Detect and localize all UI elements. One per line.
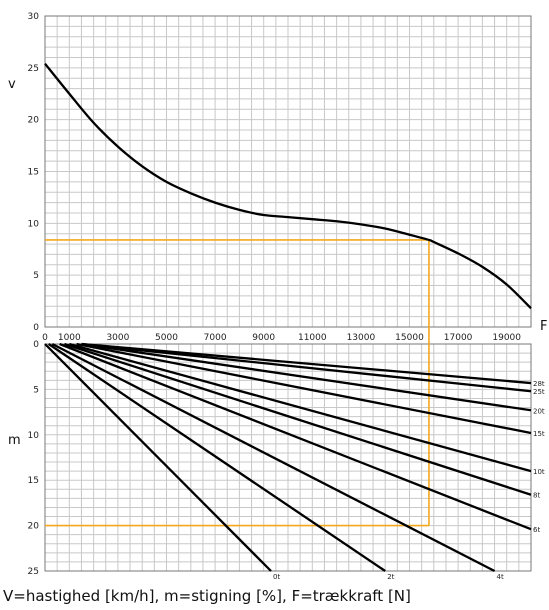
x-tick-label: 13000: [347, 333, 376, 343]
speed-curve: [44, 62, 532, 310]
top-y-tick-label: 25: [28, 64, 39, 74]
series-label-10t: 10t: [533, 468, 545, 476]
x-tick-label: 1000: [58, 333, 81, 343]
top-x-axis-title: F: [540, 319, 547, 334]
top-grid: [44, 15, 532, 328]
top-y-tick-label: 10: [28, 219, 40, 229]
bottom-y-tick-label: 25: [28, 567, 39, 577]
x-tick-label: 5000: [155, 333, 178, 343]
bottom-y-tick-label: 15: [28, 476, 39, 486]
series-line-4t: [51, 342, 496, 573]
x-tick-label: 0: [42, 333, 48, 343]
series-label-25t: 25t: [533, 388, 545, 396]
series-line-28t: [81, 342, 532, 385]
x-tick-label: 9000: [252, 333, 275, 343]
series-label-2t: 2t: [387, 573, 394, 581]
series-label-15t: 15t: [533, 430, 545, 438]
series-line-0t: [44, 343, 272, 572]
bottom-y-tick-label: 20: [28, 522, 40, 532]
curves: [44, 62, 532, 573]
series-label-8t: 8t: [533, 492, 540, 500]
top-frame: [44, 15, 532, 328]
caption: V=hastighed [km/h], m=stigning [%], F=tr…: [3, 587, 411, 605]
bottom-y-tick-label: 10: [28, 431, 40, 441]
x-tick-label: 7000: [204, 333, 227, 343]
top-y-tick-label: 0: [33, 323, 39, 333]
bottom-y-tick-label: 5: [33, 385, 39, 395]
guide-lines: [45, 239, 430, 527]
x-tick-label: 11000: [298, 333, 327, 343]
bottom-y-axis-title: m: [8, 433, 21, 448]
series-label-4t: 4t: [497, 573, 504, 581]
series-line-2t: [48, 343, 386, 572]
series-label-0t: 0t: [273, 573, 280, 581]
series-line-10t: [68, 342, 532, 473]
x-tick-label: 3000: [106, 333, 129, 343]
series-line-25t: [81, 342, 532, 393]
series-label-6t: 6t: [533, 526, 540, 534]
series-label-28t: 28t: [533, 380, 545, 388]
tick-labels: 0 5 10 15 20 25 30 0 1000 3000 5000 7000 9000 11000 13…: [28, 12, 545, 581]
top-y-tick-label: 20: [28, 116, 40, 126]
series-line-15t: [76, 342, 532, 435]
x-tick-label: 17000: [444, 333, 473, 343]
top-y-axis-title: v: [8, 77, 16, 92]
bottom-frame: [44, 343, 532, 572]
x-tick-label: 19000: [492, 333, 521, 343]
series-line-6t: [59, 342, 532, 531]
top-y-tick-label: 30: [28, 12, 40, 22]
top-y-tick-label: 5: [33, 271, 39, 281]
top-y-tick-label: 15: [28, 168, 39, 178]
series-line-20t: [81, 342, 532, 412]
bottom-y-tick-label: 0: [33, 340, 39, 350]
x-tick-label: 15000: [395, 333, 424, 343]
series-line-8t: [64, 342, 532, 496]
series-label-20t: 20t: [533, 407, 545, 415]
